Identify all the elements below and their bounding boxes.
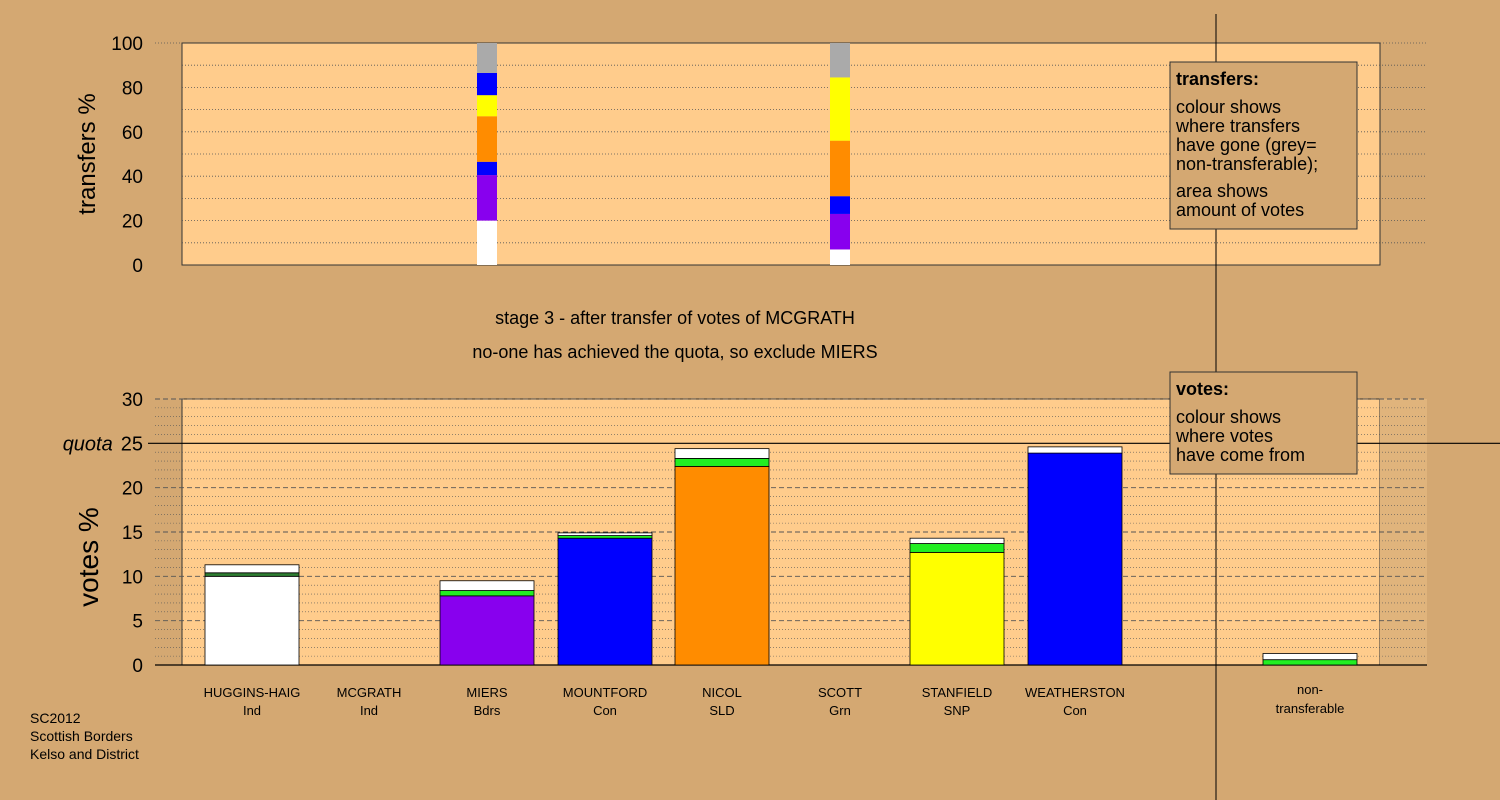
vote-bar-segment xyxy=(204,572,300,577)
nontransferable-bar-segment xyxy=(1262,653,1358,661)
transfer-segment xyxy=(830,77,850,141)
transfer-segment xyxy=(830,140,850,197)
transfers-legend-line: area shows xyxy=(1176,181,1268,201)
transfer-segment xyxy=(477,43,497,73)
vote-bar-segment xyxy=(439,580,535,591)
transfers-legend-line: non-transferable); xyxy=(1176,154,1318,174)
footer-line: Kelso and District xyxy=(30,746,139,762)
votes-legend: votes: colour shows where votes have com… xyxy=(1169,371,1358,475)
candidate-name-label: NICOL xyxy=(702,685,742,700)
votes-legend-title: votes: xyxy=(1176,379,1229,399)
transfer-segment xyxy=(477,116,497,162)
votes-y-tick-label: 15 xyxy=(122,523,143,544)
candidate-name-label: STANFIELD xyxy=(922,685,993,700)
votes-y-tick-label: 30 xyxy=(122,390,143,411)
footer: SC2012 Scottish Borders Kelso and Distri… xyxy=(30,710,139,762)
candidate-party-label: Con xyxy=(1063,703,1087,718)
votes-legend-line: colour shows xyxy=(1176,407,1281,427)
vote-bar-segment xyxy=(909,543,1005,553)
quota-label: quota 25 xyxy=(63,433,143,455)
votes-y-tick-label: 0 xyxy=(132,656,143,677)
quota-value: 25 xyxy=(121,433,143,455)
transfers-legend-line: amount of votes xyxy=(1176,200,1304,220)
candidate-name-label: HUGGINS-HAIG xyxy=(204,685,301,700)
quota-label-text: quota xyxy=(63,433,113,455)
votes-y-tick-label: 5 xyxy=(132,612,143,633)
footer-line: Scottish Borders xyxy=(30,728,133,744)
vote-bar-segment xyxy=(557,537,653,666)
vote-bar-segment xyxy=(439,595,535,666)
candidate-name-label: MIERS xyxy=(466,685,508,700)
vote-bar-segment xyxy=(909,537,1005,544)
transfer-segment xyxy=(830,43,850,78)
vote-bar-segment xyxy=(204,575,300,666)
transfers-legend-line: where transfers xyxy=(1175,116,1300,136)
transfer-segment xyxy=(477,72,497,96)
transfers-y-tick-label: 20 xyxy=(122,212,143,233)
votes-legend-line: have come from xyxy=(1176,445,1305,465)
stage-subtitle: no-one has achieved the quota, so exclud… xyxy=(472,342,877,362)
candidate-party-label: Con xyxy=(593,703,617,718)
footer-line: SC2012 xyxy=(30,710,81,726)
transfer-segment xyxy=(477,161,497,176)
transfers-legend: transfers: colour shows where transfers … xyxy=(1169,61,1358,230)
transfers-legend-line: colour shows xyxy=(1176,97,1281,117)
candidate-name-label: MCGRATH xyxy=(337,685,402,700)
vote-bar-segment xyxy=(1027,452,1123,666)
nontransferable-bar-segment xyxy=(1262,659,1358,666)
transfer-segment xyxy=(477,175,497,221)
candidate-party-label: Bdrs xyxy=(474,703,501,718)
transfers-y-tick-label: 0 xyxy=(132,256,143,277)
candidate-party-label: SNP xyxy=(944,703,971,718)
transfer-segment xyxy=(830,196,850,214)
transfers-y-axis-label: transfers % xyxy=(74,93,101,214)
candidate-party-label: Ind xyxy=(360,703,378,718)
candidate-name-label: WEATHERSTON xyxy=(1025,685,1125,700)
vote-bar-segment xyxy=(1027,446,1123,454)
transfers-legend-line: have gone (grey= xyxy=(1176,135,1317,155)
votes-y-axis-label: votes % xyxy=(73,507,104,607)
candidate-name-label: SCOTT xyxy=(818,685,862,700)
candidate-party-label: Ind xyxy=(243,703,261,718)
transfers-y-tick-label: 40 xyxy=(122,167,143,188)
nontransferable-label: non- xyxy=(1297,682,1323,697)
candidate-name-label: MOUNTFORD xyxy=(563,685,648,700)
candidate-party-label: SLD xyxy=(709,703,734,718)
transfer-segment xyxy=(477,220,497,265)
vote-bar-segment xyxy=(674,458,770,467)
transfers-legend-title: transfers: xyxy=(1176,69,1259,89)
transfer-segment xyxy=(830,249,850,265)
vote-bar-segment xyxy=(557,532,653,536)
votes-y-tick-label: 10 xyxy=(122,567,143,588)
transfers-y-tick-label: 80 xyxy=(122,78,143,99)
transfers-y-tick-label: 60 xyxy=(122,123,143,144)
candidate-party-label: Grn xyxy=(829,703,851,718)
votes-y-tick-label: 20 xyxy=(122,479,143,500)
votes-legend-line: where votes xyxy=(1175,426,1273,446)
stage-title: stage 3 - after transfer of votes of MCG… xyxy=(495,308,855,328)
nontransferable-label: transferable xyxy=(1276,701,1345,716)
transfer-segment xyxy=(830,213,850,250)
vote-bar-segment xyxy=(204,564,300,574)
vote-bar-segment xyxy=(674,448,770,459)
vote-bar-segment xyxy=(674,465,770,666)
vote-bar-segment xyxy=(909,551,1005,666)
vote-bar-segment xyxy=(439,590,535,597)
transfer-segment xyxy=(477,95,497,117)
transfers-y-tick-label: 100 xyxy=(111,34,143,55)
